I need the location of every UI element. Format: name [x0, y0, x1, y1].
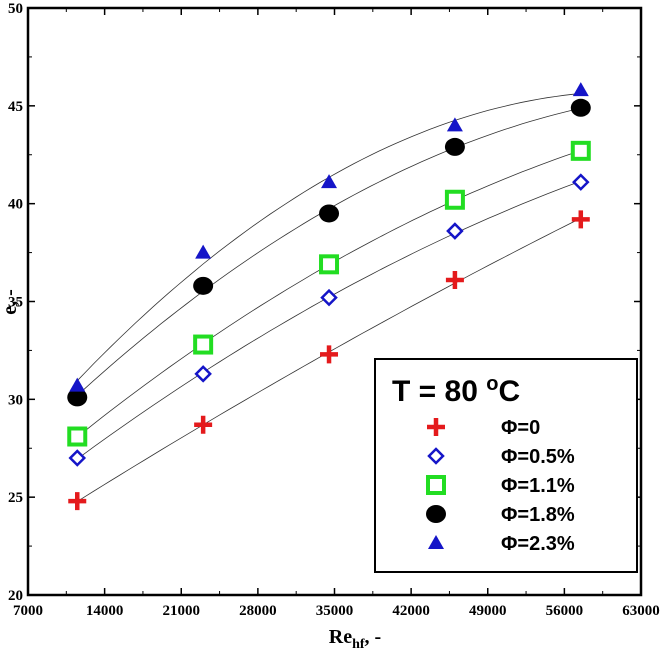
circle-shape	[426, 505, 446, 523]
data-point-s2-p0	[67, 426, 88, 447]
data-point-s1-p2	[320, 288, 338, 307]
diamond-shape	[320, 288, 338, 307]
data-point-s4-p3	[446, 117, 463, 132]
x-tick-label: 56000	[546, 603, 584, 619]
circle-shape	[570, 98, 591, 117]
data-point-s4-p4	[572, 82, 589, 97]
x-tick-label: 7000	[13, 603, 43, 619]
data-point-s2-p1	[193, 334, 214, 355]
triangle-shape	[428, 535, 444, 549]
circle-shape	[319, 204, 340, 223]
legend-marker-2	[426, 475, 446, 495]
square-shape	[444, 189, 465, 210]
data-point-s0-p3	[445, 270, 464, 289]
x-tick-label: 63000	[622, 603, 660, 619]
triangle-shape	[446, 117, 463, 132]
legend-items: Φ=0 Φ=0.5% Φ=1.1% Φ=1.8% Φ=2.3%	[426, 417, 575, 555]
data-point-s3-p2	[319, 204, 340, 223]
legend-label-1: Φ=0.5%	[501, 446, 575, 468]
diamond-shape	[194, 365, 212, 383]
axis-ticks: 7000 14000 21000 28000 35000 42000 49000 56000 6…	[8, 1, 660, 619]
data-point-s3-p4	[570, 98, 591, 117]
diamond-shape	[427, 447, 445, 465]
legend-title-degree: o	[486, 373, 498, 395]
triangle-shape	[321, 174, 338, 189]
plus-shape	[427, 418, 445, 436]
x-axis-title: Rehf, -	[329, 626, 381, 652]
data-point-s0-p2	[320, 345, 339, 364]
data-point-s2-p2	[319, 254, 340, 275]
data-point-s2-p3	[444, 189, 465, 210]
data-point-s2-p4	[570, 140, 591, 161]
y-tick-label: 25	[8, 490, 23, 506]
y-axis-title: e, -	[0, 289, 21, 315]
triangle-shape	[195, 244, 212, 259]
x-tick-label: 14000	[86, 603, 124, 619]
circle-shape	[444, 137, 465, 156]
data-point-s1-p4	[572, 173, 590, 191]
diamond-shape	[68, 449, 87, 467]
x-axis-title-suffix: , -	[365, 626, 382, 648]
y-tick-label: 30	[8, 392, 23, 408]
plus-shape	[194, 415, 213, 434]
data-point-s1-p0	[68, 449, 87, 467]
x-tick-label: 35000	[316, 603, 354, 619]
y-tick-label: 50	[8, 1, 23, 17]
x-tick-label: 21000	[163, 603, 201, 619]
legend-box	[374, 358, 638, 573]
diamond-shape	[446, 222, 464, 240]
data-point-s0-p4	[571, 210, 590, 229]
data-point-s3-p0	[67, 388, 88, 407]
legend: T = 80 oC Φ=0 Φ=0.5% Φ=1.1% Φ=1.8% Φ=2.3%	[374, 358, 638, 573]
square-shape	[570, 140, 591, 161]
y-tick-label: 20	[8, 588, 23, 604]
plus-shape	[68, 492, 87, 511]
legend-marker-1	[427, 447, 445, 465]
legend-label-3: Φ=1.8%	[501, 504, 575, 526]
y-tick-label: 40	[8, 197, 23, 213]
legend-label-0: Φ=0	[501, 417, 540, 439]
legend-title: T = 80 oC	[392, 373, 520, 408]
plot-frame	[26, 6, 643, 597]
data-point-s1-p1	[194, 365, 212, 383]
data-point-s4-p0	[69, 377, 86, 392]
x-tick-label: 28000	[239, 603, 277, 619]
legend-marker-4	[428, 535, 444, 549]
y-tick-label: 45	[8, 99, 23, 115]
y-tick-label: 35	[8, 295, 23, 311]
circle-shape	[67, 388, 88, 407]
x-axis-title-sub: hf	[352, 637, 365, 652]
plus-shape	[571, 210, 590, 229]
plus-shape	[445, 270, 464, 289]
data-point-s3-p1	[193, 276, 214, 295]
data-point-s1-p3	[446, 222, 464, 240]
legend-label-4: Φ=2.3%	[501, 533, 575, 555]
x-tick-label: 49000	[469, 603, 507, 619]
data-point-s0-p1	[194, 415, 213, 434]
data-point-s0-p0	[68, 492, 87, 511]
square-shape	[426, 475, 446, 495]
legend-marker-3	[426, 505, 446, 523]
triangle-shape	[69, 377, 86, 392]
legend-title-unit: C	[498, 375, 520, 408]
square-shape	[67, 426, 88, 447]
circle-shape	[193, 276, 214, 295]
data-point-s3-p3	[444, 137, 465, 156]
square-shape	[193, 334, 214, 355]
triangle-shape	[572, 82, 589, 97]
legend-label-2: Φ=1.1%	[501, 475, 575, 497]
data-point-s4-p2	[321, 174, 338, 189]
legend-title-prefix: T = 80	[392, 375, 486, 408]
data-point-s4-p1	[195, 244, 212, 259]
plus-shape	[320, 345, 339, 364]
data-points	[67, 82, 591, 511]
legend-marker-0	[427, 418, 445, 436]
diamond-shape	[572, 173, 590, 191]
x-axis-title-main: Re	[329, 626, 352, 648]
square-shape	[319, 254, 340, 275]
x-tick-label: 42000	[392, 603, 430, 619]
